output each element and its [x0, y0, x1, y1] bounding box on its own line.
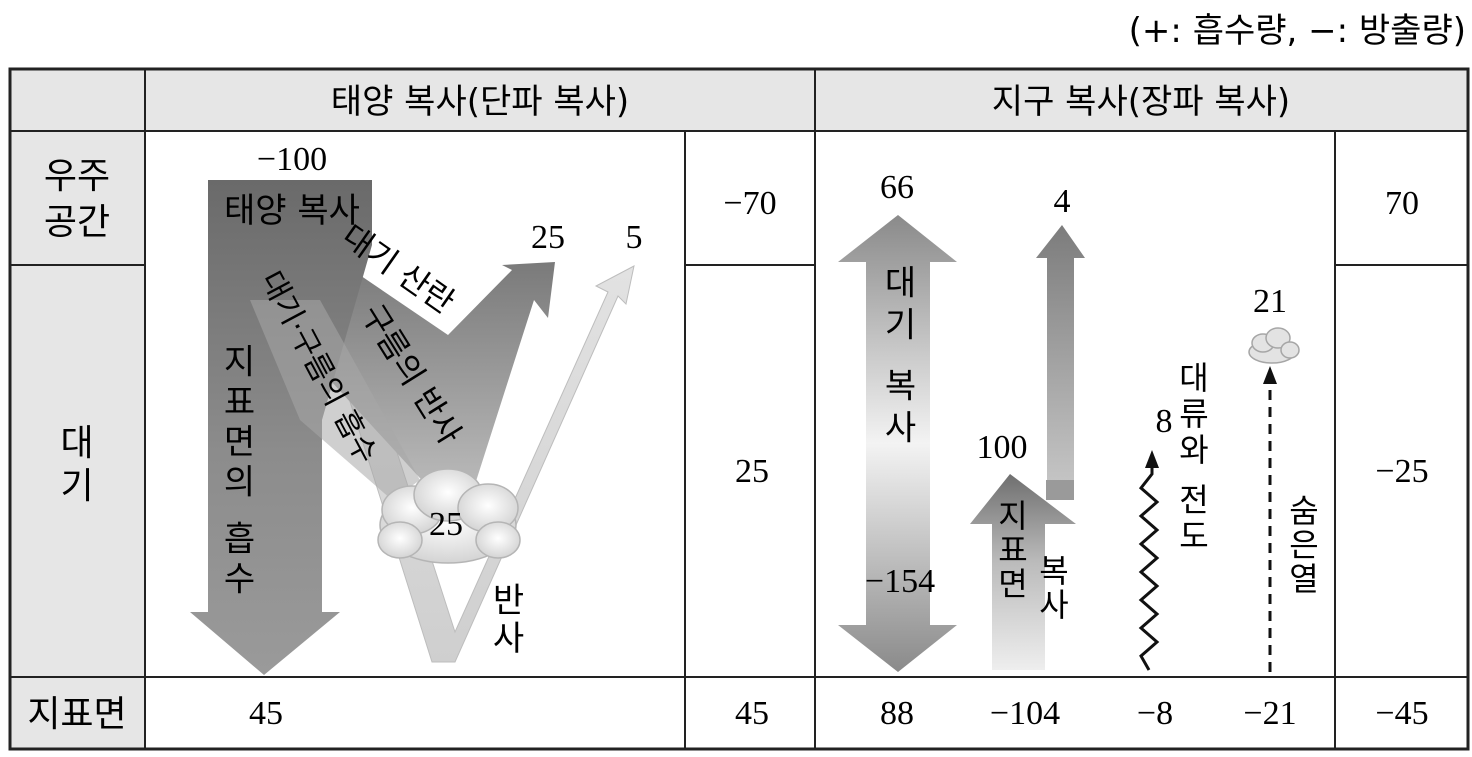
header-earth: 지구 복사(장파 복사) — [992, 82, 1290, 122]
solar-to-space-25: 25 — [531, 219, 565, 256]
atm-radiation-double-arrow — [838, 215, 957, 672]
latent-heat-top-value: 21 — [1253, 283, 1287, 320]
atm-radiation-top-value: 66 — [880, 169, 914, 206]
earth-total-atmosphere: −25 — [1375, 453, 1428, 490]
convection-top-value: 8 — [1156, 403, 1173, 440]
latent-heat-label: 숨은열 — [1283, 494, 1321, 596]
row-label-atmosphere-2: 기 — [60, 466, 93, 507]
convection-label: 대류와 전도 — [1173, 361, 1211, 555]
earth-total-space: 70 — [1385, 185, 1419, 222]
atm-cloud-absorb-band — [250, 300, 420, 500]
earth-surface-value-1: 88 — [880, 695, 914, 732]
solar-incoming-label: 태양 복사 — [224, 191, 360, 231]
latent-heat-arrowhead — [1263, 366, 1277, 384]
solar-to-space-5: 5 — [626, 219, 643, 256]
surface-reflect-label: 반사 — [485, 582, 525, 658]
earth-surface-value-4: −21 — [1243, 695, 1296, 732]
row-label-space-1: 우주 — [44, 156, 110, 197]
earth-surface-value-2: −104 — [990, 695, 1060, 732]
atm-radiation-label: 대기 복사 — [877, 265, 917, 452]
convection-arrowhead — [1145, 450, 1159, 468]
surface-radiation-label-col2: 복사 — [1033, 554, 1071, 622]
solar-incoming-value: −100 — [257, 141, 327, 178]
header-row-bg — [10, 69, 1468, 131]
surface-radiation-label-col1: 지표면 — [992, 499, 1030, 601]
header-solar: 태양 복사(단파 복사) — [331, 82, 629, 122]
convection-zigzag-arrow — [1138, 462, 1160, 671]
solar-total-space: −70 — [723, 185, 776, 222]
surface-radiation-connector — [1046, 480, 1074, 500]
legend-text: (+: 흡수량, −: 방출량) — [1129, 11, 1466, 51]
surface-radiation-base — [970, 474, 1076, 670]
solar-total-surface: 45 — [735, 695, 769, 732]
table-grid — [8, 67, 1470, 751]
latent-cloud-icon — [1248, 327, 1300, 364]
atm-radiation-down-value: −154 — [865, 563, 935, 600]
solar-total-atmosphere: 25 — [735, 453, 769, 490]
surface-radiation-top-value: 4 — [1054, 183, 1071, 220]
earth-total-surface: −45 — [1375, 695, 1428, 732]
row-label-surface: 지표면 — [27, 694, 126, 735]
incoming-solar-arrow — [190, 180, 372, 675]
surface-absorb-label: 지표면의 흡수 — [216, 344, 256, 601]
row-label-space-2: 공간 — [44, 202, 110, 243]
surface-radiation-value: 100 — [977, 429, 1028, 466]
row-label-atmosphere-1: 대 — [60, 423, 93, 464]
surface-radiation-arrow — [1036, 225, 1085, 496]
solar-surface-value: 45 — [249, 695, 283, 732]
solar-cloud-value: 25 — [429, 506, 463, 543]
solar-cloud-icon — [377, 468, 521, 564]
row-label-column-bg — [10, 69, 145, 749]
earth-surface-value-3: −8 — [1137, 695, 1173, 732]
